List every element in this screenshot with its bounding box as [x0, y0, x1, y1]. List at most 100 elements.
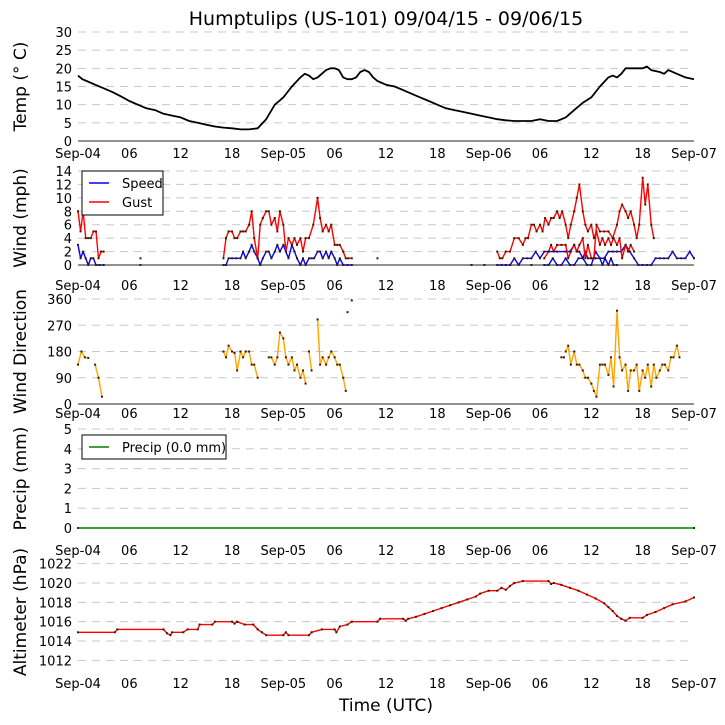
data-point [302, 257, 305, 260]
data-point [227, 344, 230, 347]
data-point [250, 363, 253, 366]
x-tick-label: 06 [326, 147, 343, 162]
x-tick-label: Sep-05 [260, 147, 306, 162]
data-point [595, 223, 598, 226]
data-point [671, 603, 674, 606]
data-point [552, 250, 555, 253]
data-point [661, 363, 664, 366]
data-point [641, 369, 644, 372]
data-point [319, 363, 322, 366]
data-point [504, 250, 507, 253]
data-point [302, 369, 305, 372]
y-tick-label: 5 [64, 117, 72, 132]
data-point [350, 264, 353, 266]
data-point [287, 237, 290, 240]
data-point [509, 250, 512, 253]
data-point [590, 223, 593, 226]
data-point [573, 210, 576, 213]
data-point [526, 257, 529, 260]
data-point [92, 230, 95, 233]
data-point [327, 257, 330, 260]
data-point [601, 237, 604, 240]
data-point [227, 257, 230, 260]
data-point [573, 350, 576, 353]
data-point [628, 616, 631, 619]
data-point [560, 356, 563, 359]
data-point [629, 369, 632, 372]
data-point [564, 223, 567, 226]
data-point [530, 257, 533, 260]
data-point [402, 617, 405, 620]
data-point [646, 183, 649, 186]
data-point [594, 257, 597, 260]
data-point [547, 250, 550, 253]
data-point [265, 210, 268, 213]
series-line-wind-direction [94, 364, 103, 397]
data-point [325, 223, 328, 226]
data-point [638, 389, 641, 392]
data-point [252, 623, 255, 626]
data-point [641, 264, 644, 266]
data-point [575, 250, 578, 253]
data-point [196, 628, 199, 631]
data-point [470, 264, 473, 266]
data-point [581, 257, 584, 260]
x-tick-label: 18 [429, 677, 446, 692]
data-point [624, 619, 627, 622]
data-point [325, 363, 328, 366]
data-point [336, 363, 339, 366]
data-point [265, 250, 268, 253]
data-point [80, 350, 83, 353]
data-point [239, 230, 242, 233]
data-point [556, 250, 559, 253]
data-point [487, 589, 490, 592]
data-point [312, 223, 315, 226]
x-tick-label: 18 [429, 279, 446, 294]
data-point [250, 243, 253, 246]
data-point [233, 351, 236, 354]
x-tick-label: 18 [224, 147, 241, 162]
data-point [282, 223, 285, 226]
data-point [658, 257, 661, 260]
series-line-temp [77, 65, 695, 131]
data-point [320, 628, 323, 631]
y-tick-label: 12 [55, 178, 72, 193]
data-point [654, 257, 657, 260]
data-point [265, 634, 268, 637]
data-point [527, 237, 530, 240]
data-point [535, 230, 538, 233]
data-point [440, 607, 443, 610]
data-point [316, 250, 319, 253]
data-point [333, 356, 336, 359]
series-line-speed [497, 244, 617, 266]
y-tick-label: 20 [55, 62, 72, 77]
data-point [236, 369, 239, 372]
data-point [586, 593, 589, 596]
x-tick-label: 12 [172, 544, 189, 559]
x-tick-label: 12 [378, 677, 395, 692]
data-point [517, 237, 520, 240]
data-point [564, 257, 567, 260]
data-point [338, 363, 341, 366]
data-point [287, 634, 290, 637]
y-tick-label: 8 [64, 205, 72, 220]
data-point [211, 623, 214, 626]
data-point [547, 580, 550, 583]
data-point [672, 356, 675, 359]
y-axis-label: Wind (mph) [11, 168, 31, 268]
data-point [94, 264, 97, 266]
data-point [496, 589, 499, 592]
data-point [592, 389, 595, 392]
data-point [182, 631, 185, 634]
data-point [259, 264, 262, 266]
data-point [561, 210, 564, 213]
data-point [637, 264, 640, 266]
data-point [633, 257, 636, 260]
y-tick-label: 0 [64, 259, 72, 274]
data-point [236, 620, 239, 623]
y-tick-label: 10 [55, 192, 72, 207]
data-point [568, 586, 571, 589]
data-point [336, 243, 339, 246]
data-point [577, 589, 580, 592]
data-point [584, 250, 587, 253]
